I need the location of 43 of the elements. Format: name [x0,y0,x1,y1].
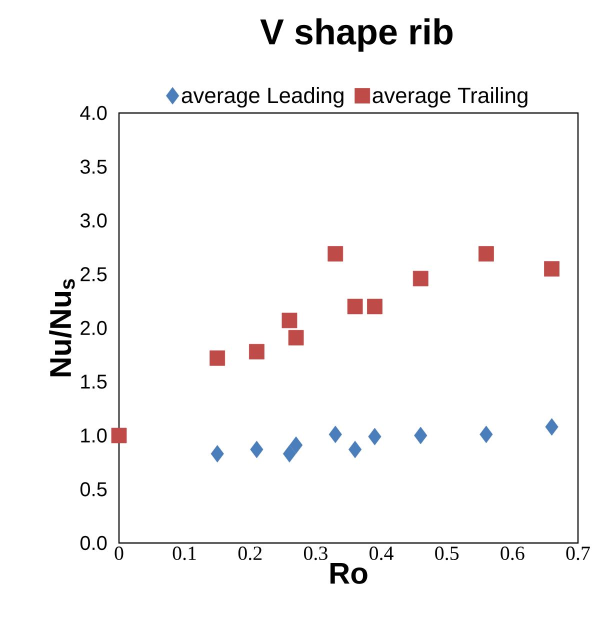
point [412,270,428,286]
legend-label: average Trailing [372,87,528,108]
point [348,440,362,458]
point [210,350,226,366]
point [282,312,298,328]
y-tick-label: 3.0 [80,213,107,228]
point [282,445,296,462]
point [544,261,560,277]
x-tick-label: 0 [114,546,124,560]
x-tick-label: 0.2 [238,546,262,560]
point [328,246,344,262]
y-tick-label: 2.5 [80,267,107,282]
chart-title: V shape rib [260,18,453,52]
point [288,330,304,346]
point [249,344,264,360]
point [480,426,493,444]
x-tick-label: 0.1 [172,546,196,560]
x-tick-label: 0.4 [370,546,394,560]
y-tick-label: 0.0 [80,536,107,550]
y-tick-label: 1.0 [81,428,107,443]
y-tick-label: 0.5 [80,482,107,496]
x-tick-label: 0.3 [304,546,328,560]
point [250,440,264,458]
point [368,428,382,446]
point [414,426,428,444]
y-tick-label: 3.5 [80,160,107,174]
point [289,436,303,454]
legend-label: average Leading [182,87,344,108]
x-tick-label: 0.7 [566,546,590,560]
point [111,428,127,444]
y-tick-label: 1.5 [81,374,107,389]
point [328,426,342,444]
point [367,298,382,314]
y-tick-label: 4.0 [80,106,107,120]
point [210,445,224,462]
point [347,298,363,314]
point [545,418,558,436]
y-tick-label: 2.0 [80,320,107,336]
x-tick-label: 0.6 [500,546,524,560]
point [478,246,494,262]
x-axis-title: Ro [330,562,368,584]
y-axis-title: Nu/Nu$_{s}$ [49,279,75,376]
x-tick-label: 0.5 [435,546,459,560]
